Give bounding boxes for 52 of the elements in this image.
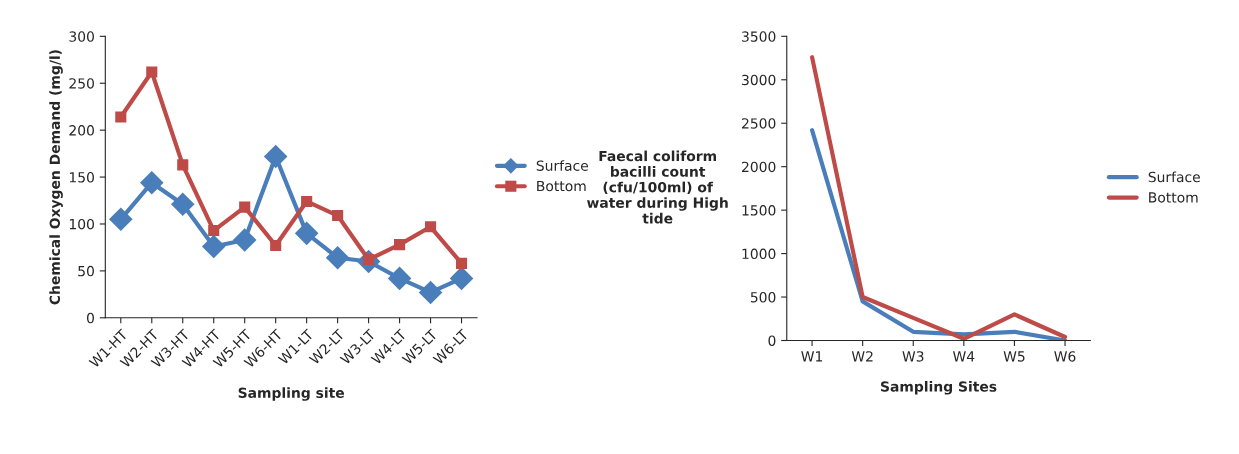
point	[301, 195, 313, 208]
legend-label: Bottom	[537, 180, 586, 192]
y-tick-label: 3500	[742, 31, 776, 42]
point	[394, 239, 406, 251]
point	[208, 224, 220, 237]
point	[263, 144, 288, 169]
point	[177, 159, 189, 171]
legend-label: Bottom	[1149, 192, 1198, 203]
legend-label: Surface	[536, 160, 589, 171]
y-axis-title: Chemical Oxygen Demand (mg/l)	[49, 50, 63, 305]
x-tick-label: W1	[801, 351, 823, 362]
point	[425, 221, 437, 233]
y-tick-label: 300	[69, 31, 94, 42]
y-tick-label: 1500	[742, 205, 776, 216]
y-tick-label: 50	[78, 265, 94, 277]
y-tick-label: 2500	[742, 118, 776, 129]
point	[115, 111, 127, 123]
y-tick-label: 100	[69, 218, 94, 230]
y-tick-label: 0	[86, 312, 94, 324]
point	[139, 170, 164, 195]
x-tick-label: W4	[953, 351, 975, 362]
point	[201, 234, 226, 259]
point	[170, 192, 195, 217]
y-tick-label: 250	[69, 78, 94, 89]
y-tick-label: 0	[768, 335, 776, 346]
point	[270, 240, 282, 252]
legend-label: Surface	[1148, 171, 1200, 183]
point	[325, 245, 350, 270]
x-tick-label: W3	[902, 351, 924, 362]
point	[232, 228, 257, 252]
y-tick-label: 150	[69, 172, 94, 183]
point	[418, 280, 443, 305]
y-tick-label: 200	[69, 125, 94, 136]
point	[455, 257, 468, 269]
y-axis-title: Faecal coliform bacilli count (cfu/100ml) of water during High tide	[587, 150, 728, 224]
point	[146, 66, 158, 78]
point	[332, 209, 344, 222]
x-axis-title: Sampling Sites	[881, 381, 997, 395]
y-tick-label: 3000	[742, 74, 776, 86]
x-tick-label: W6	[1054, 351, 1076, 362]
y-tick-label: 2000	[742, 161, 776, 173]
y-tick-label: 1000	[742, 248, 776, 260]
x-tick-label: W2	[851, 351, 873, 362]
point	[109, 207, 133, 232]
point	[294, 221, 319, 246]
point	[387, 266, 412, 291]
point	[239, 201, 251, 213]
y-tick-label: 500	[750, 292, 776, 303]
x-axis-title: Sampling site	[238, 387, 345, 401]
point	[449, 266, 474, 291]
x-tick-label: W5	[1003, 351, 1025, 362]
line-series	[809, 55, 1068, 341]
